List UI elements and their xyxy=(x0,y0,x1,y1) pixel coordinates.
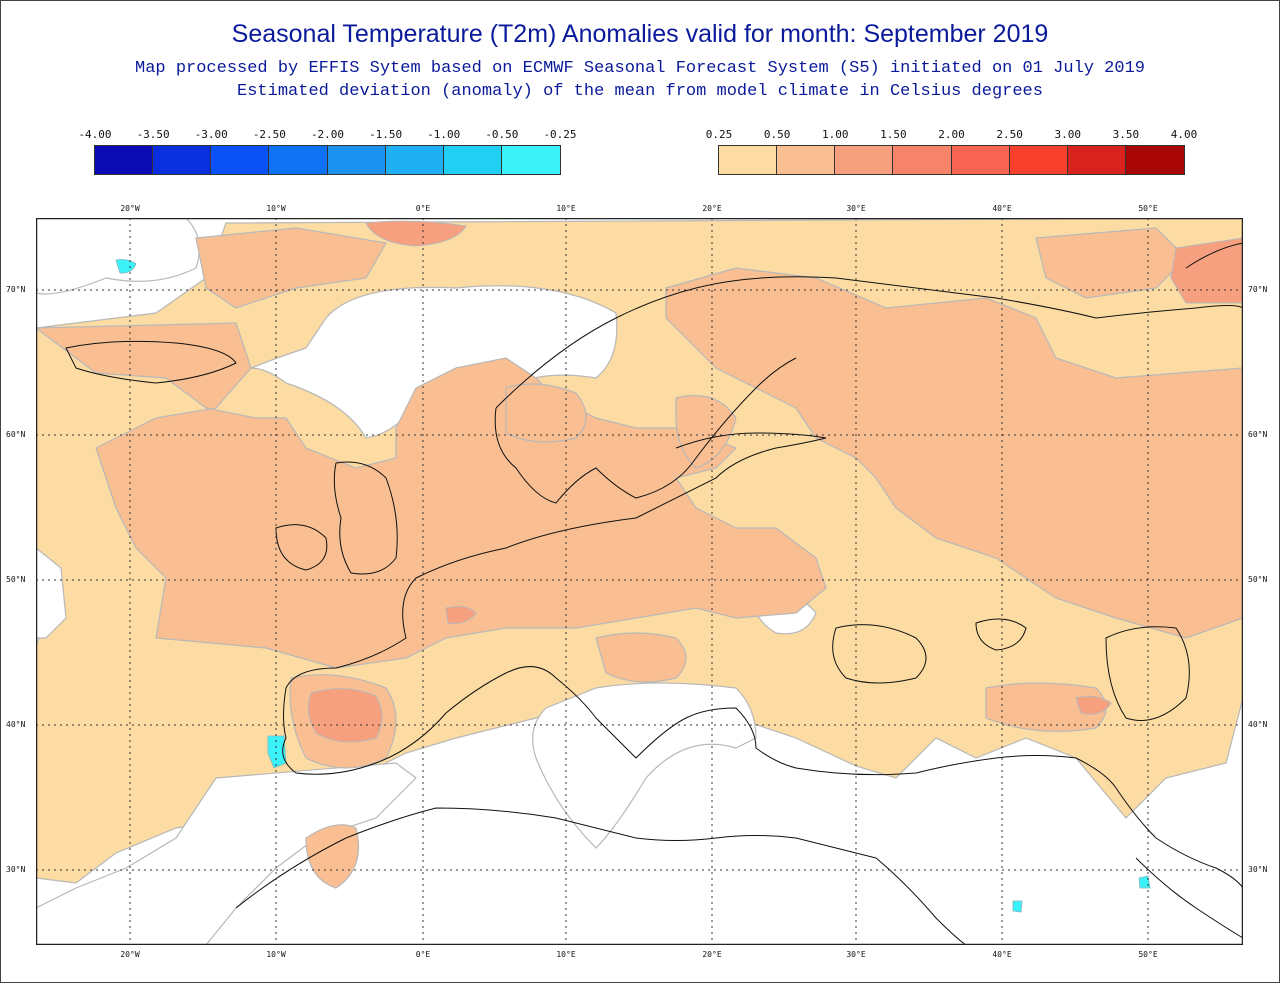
legend-tick-label: -3.00 xyxy=(194,128,228,141)
longitude-label: 0°E xyxy=(415,204,431,213)
latitude-label: 30°N xyxy=(1248,865,1268,874)
legend-swatch xyxy=(1125,146,1184,174)
latitude-label: 60°N xyxy=(6,430,26,439)
legend-swatch xyxy=(1009,146,1068,174)
legend-swatch xyxy=(501,146,560,174)
longitude-label: 10°E xyxy=(556,204,576,213)
legend-tick-label: -4.00 xyxy=(78,128,112,141)
anomaly-field-warm xyxy=(307,220,1243,743)
legend-tick-label: -3.50 xyxy=(136,128,170,141)
longitude-label: 20°E xyxy=(702,950,722,959)
longitude-label: 20°W xyxy=(120,950,140,959)
legend-tick-label: 2.00 xyxy=(938,128,965,141)
latitude-label: 40°N xyxy=(6,720,26,729)
longitude-label: 50°E xyxy=(1138,950,1158,959)
coastlines xyxy=(65,242,1243,945)
legend-tick-label: 2.50 xyxy=(996,128,1023,141)
longitude-label: 40°E xyxy=(992,204,1012,213)
legend-swatch xyxy=(269,146,328,174)
longitude-label: 40°E xyxy=(992,950,1012,959)
latitude-label: 50°N xyxy=(1248,575,1268,584)
legend-swatch xyxy=(835,146,894,174)
legend-positive-colorbar xyxy=(718,145,1185,175)
anomaly-field-cool xyxy=(115,259,1151,913)
longitude-label: 0°E xyxy=(415,950,431,959)
legend-tick-label: -0.25 xyxy=(543,128,577,141)
legend-tick-label: -2.00 xyxy=(310,128,345,141)
latitude-label: 30°N xyxy=(6,865,26,874)
anomaly-field-neutral xyxy=(36,218,817,945)
legend-swatch xyxy=(719,146,778,174)
latitude-label: 70°N xyxy=(6,285,26,294)
legend-swatch xyxy=(893,146,952,174)
legend-swatch xyxy=(95,146,154,174)
legend-swatch xyxy=(1067,146,1126,174)
legend-swatch xyxy=(443,146,502,174)
legend-tick-label: 1.50 xyxy=(880,128,907,141)
map-border xyxy=(36,218,1243,945)
anomaly-map xyxy=(36,218,1243,945)
legend-swatch xyxy=(153,146,212,174)
longitude-label: 50°E xyxy=(1138,204,1158,213)
longitude-label: 10°W xyxy=(266,950,286,959)
legend-swatch xyxy=(385,146,444,174)
map-subtitle-units: Estimated deviation (anomaly) of the mea… xyxy=(237,82,1043,101)
legend-tick-label: 3.50 xyxy=(1112,128,1140,141)
legend-tick-label: -0.50 xyxy=(485,128,519,141)
legend-swatch xyxy=(327,146,386,174)
legend-swatch xyxy=(211,146,270,174)
map-title: Seasonal Temperature (T2m) Anomalies val… xyxy=(231,20,1049,48)
longitude-label: 20°W xyxy=(120,204,140,213)
latitude-label: 50°N xyxy=(6,575,26,584)
legend-negative-colorbar xyxy=(94,145,561,175)
legend-positive-labels: 0.25 0.50 1.00 1.50 2.00 2.50 3.00 3.50 4.00 xyxy=(706,128,1198,142)
legend-tick-label: 0.50 xyxy=(763,128,791,141)
legend-tick-label: -2.50 xyxy=(252,128,286,141)
longitude-label: 20°E xyxy=(702,204,722,213)
latitude-label: 60°N xyxy=(1248,430,1268,439)
anomaly-field-medium xyxy=(36,227,1243,889)
legend-tick-label: 0.25 xyxy=(705,128,733,141)
longitude-label: 10°W xyxy=(266,204,286,213)
legend-tick-label: -1.00 xyxy=(427,128,461,141)
legend-negative-labels: -4.00 -3.50 -3.00 -2.50 -2.00 -1.50 -1.00 -0.50… xyxy=(78,128,576,142)
legend-tick-label: 3.00 xyxy=(1054,128,1082,141)
legend-tick-label: 4.00 xyxy=(1170,128,1198,141)
latitude-label: 70°N xyxy=(1248,285,1268,294)
legend-tick-label: -1.50 xyxy=(369,128,403,141)
graticule xyxy=(36,218,1243,945)
legend-swatch xyxy=(951,146,1010,174)
longitude-label: 30°E xyxy=(846,950,866,959)
longitude-label: 30°E xyxy=(846,204,866,213)
longitude-label: 10°E xyxy=(556,950,576,959)
legend-tick-label: 1.00 xyxy=(822,128,849,141)
legend-swatch xyxy=(777,146,836,174)
map-subtitle-source: Map processed by EFFIS Sytem based on EC… xyxy=(135,59,1145,78)
latitude-label: 40°N xyxy=(1248,720,1268,729)
